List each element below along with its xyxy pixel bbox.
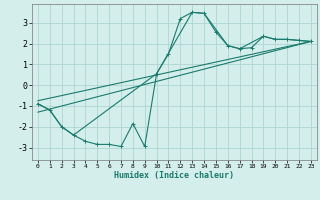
X-axis label: Humidex (Indice chaleur): Humidex (Indice chaleur) bbox=[115, 171, 234, 180]
